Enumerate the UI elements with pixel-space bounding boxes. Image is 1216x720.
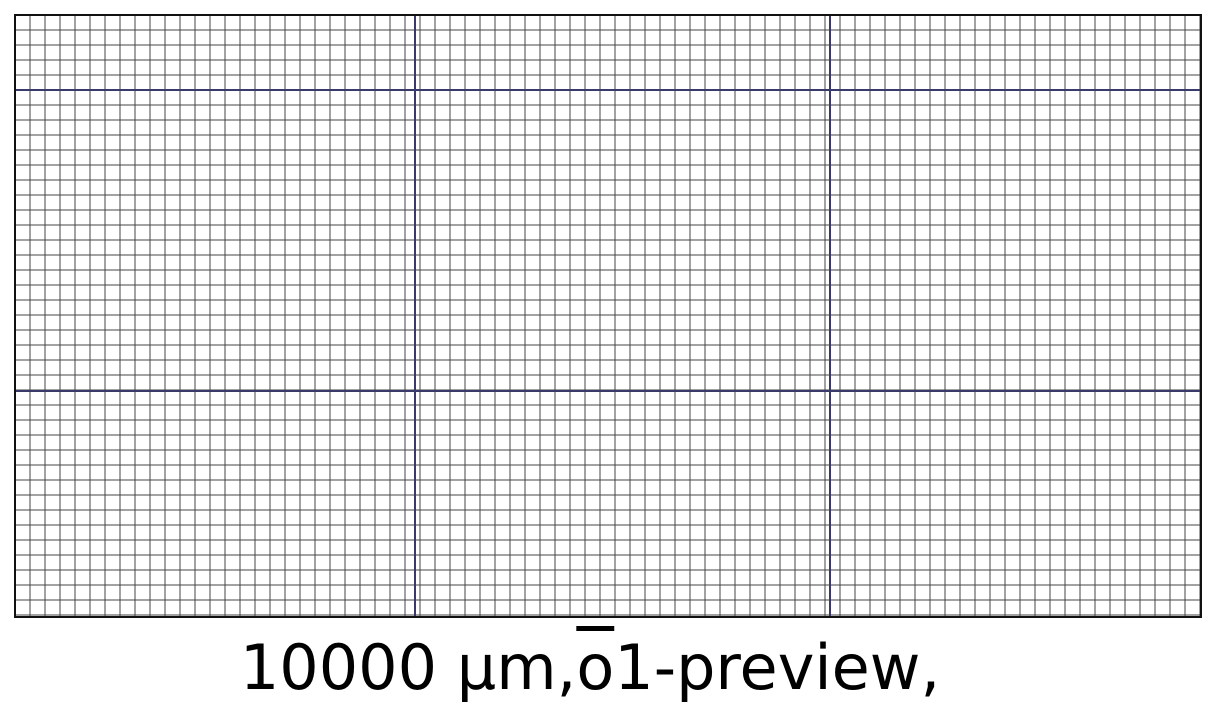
major-grid-lines [15,15,1201,617]
minor-grid-lines [15,15,1201,617]
caption-overlined-char: o [576,631,615,704]
caption-suffix: 1-preview, [614,631,941,704]
caption-prefix: 10000 µm, [239,631,577,704]
grid-border [14,14,1202,618]
caption-text: 10000 µm,o1-preview, [0,628,1180,708]
